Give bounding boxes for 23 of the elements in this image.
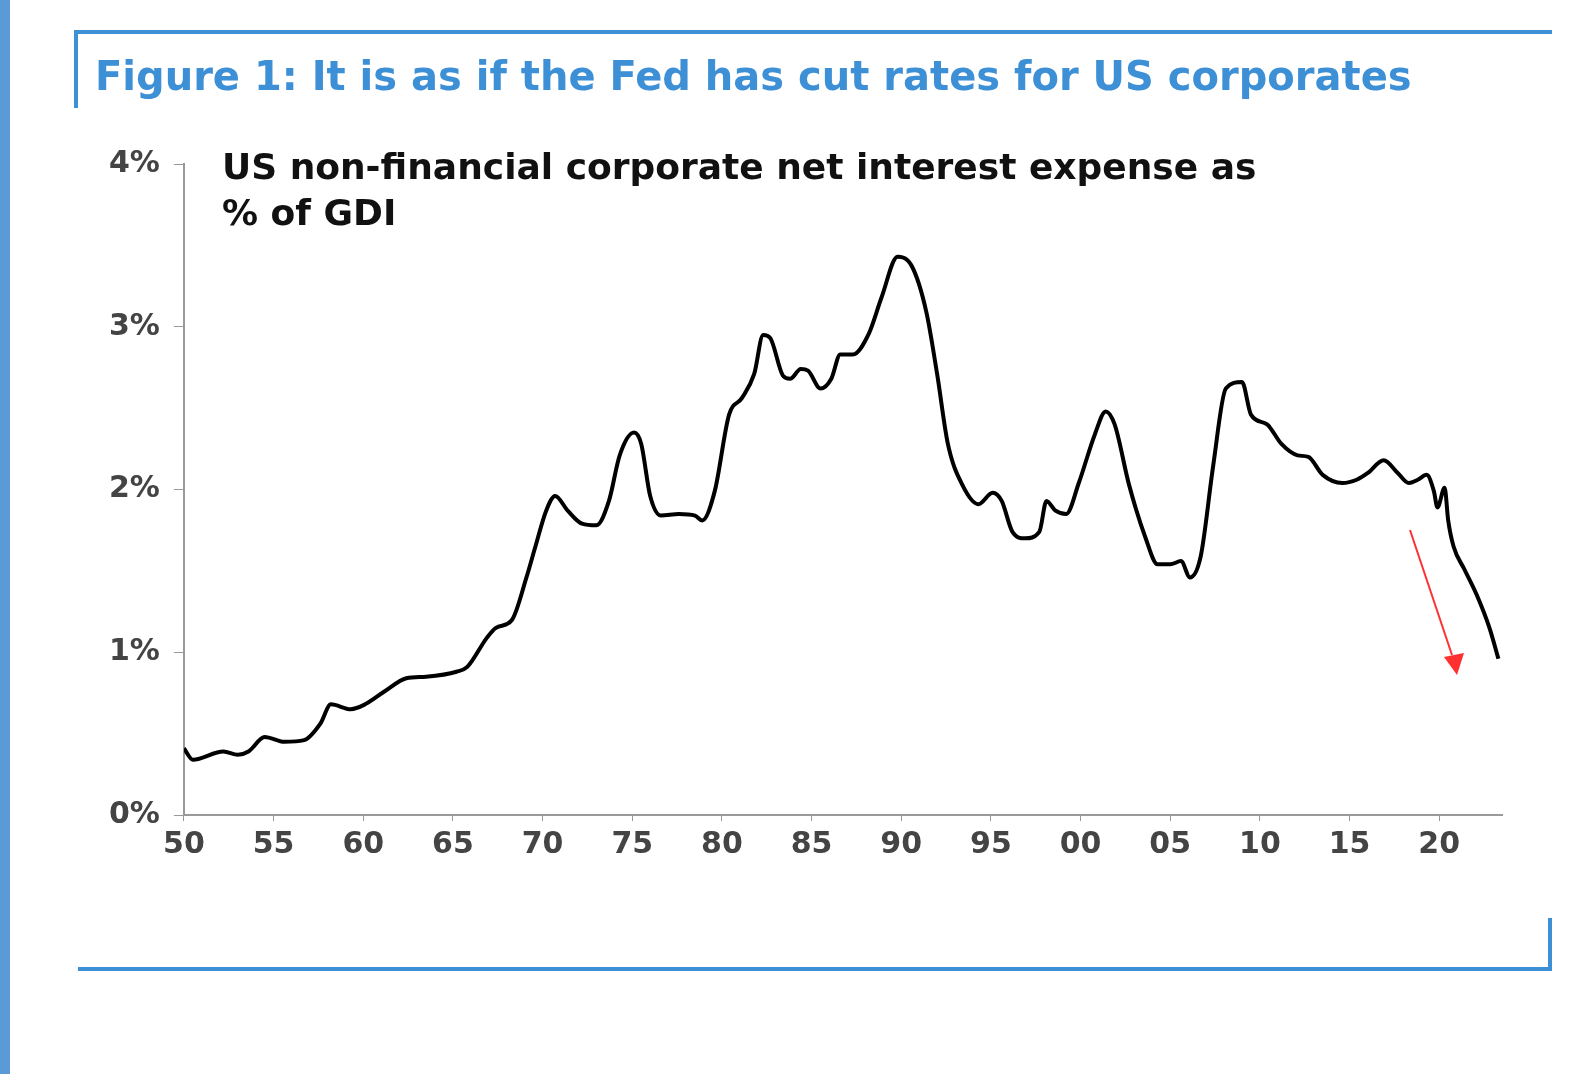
x-tick-label: 05 bbox=[1149, 824, 1192, 860]
y-tick-label: 2% bbox=[109, 469, 160, 505]
x-tick-label: 50 bbox=[163, 824, 205, 860]
chart-subtitle: US non-financial corporate net interest expense as % of GDI bbox=[221, 146, 1257, 234]
y-tick-label: 0% bbox=[109, 794, 160, 830]
x-tick-label: 00 bbox=[1059, 824, 1102, 860]
x-tick-label: 85 bbox=[790, 824, 833, 860]
x-tick-label: 65 bbox=[432, 824, 474, 860]
x-tick-label: 60 bbox=[342, 824, 385, 860]
x-tick-label: 55 bbox=[252, 824, 295, 860]
y-tick-label: 1% bbox=[109, 632, 160, 668]
x-tick-label: 80 bbox=[701, 824, 743, 860]
chart-title: Figure 1: It is as if the Fed has cut rates for US corporates bbox=[95, 53, 1412, 100]
x-tick-label: 10 bbox=[1239, 824, 1281, 860]
x-tick-label: 15 bbox=[1328, 824, 1371, 860]
line-series bbox=[183, 254, 1501, 762]
y-tick-label: 3% bbox=[109, 306, 160, 342]
y-tick-label: 4% bbox=[109, 143, 160, 179]
x-tick-label: 95 bbox=[970, 824, 1012, 860]
x-tick-label: 70 bbox=[521, 824, 564, 860]
x-tick-label: 90 bbox=[880, 824, 923, 860]
x-tick-label: 20 bbox=[1418, 824, 1461, 860]
x-tick-label: 75 bbox=[611, 824, 654, 860]
